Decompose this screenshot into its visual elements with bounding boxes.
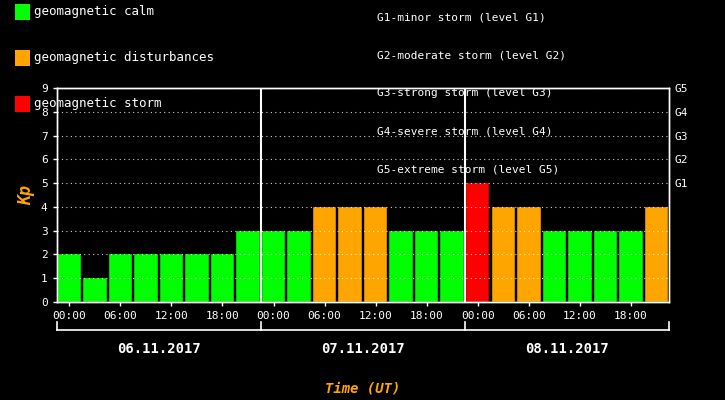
Text: 08.11.2017: 08.11.2017 bbox=[525, 342, 609, 356]
Bar bbox=[312, 207, 336, 302]
Bar bbox=[517, 207, 541, 302]
Text: G3-strong storm (level G3): G3-strong storm (level G3) bbox=[377, 88, 552, 98]
Bar bbox=[109, 254, 132, 302]
Bar bbox=[262, 231, 285, 302]
Bar bbox=[211, 254, 234, 302]
Bar bbox=[466, 183, 489, 302]
Bar bbox=[568, 231, 592, 302]
Text: G4-severe storm (level G4): G4-severe storm (level G4) bbox=[377, 126, 552, 136]
Text: G2-moderate storm (level G2): G2-moderate storm (level G2) bbox=[377, 50, 566, 60]
Bar bbox=[645, 207, 668, 302]
Text: 07.11.2017: 07.11.2017 bbox=[321, 342, 405, 356]
Text: G1-minor storm (level G1): G1-minor storm (level G1) bbox=[377, 12, 546, 22]
Text: geomagnetic disturbances: geomagnetic disturbances bbox=[34, 52, 214, 64]
Text: geomagnetic storm: geomagnetic storm bbox=[34, 98, 162, 110]
Bar bbox=[492, 207, 515, 302]
Bar bbox=[339, 207, 362, 302]
Bar bbox=[134, 254, 157, 302]
Bar bbox=[415, 231, 439, 302]
Text: G5-extreme storm (level G5): G5-extreme storm (level G5) bbox=[377, 164, 559, 174]
Text: 06.11.2017: 06.11.2017 bbox=[117, 342, 201, 356]
Bar bbox=[185, 254, 209, 302]
Bar bbox=[287, 231, 311, 302]
Text: Time (UT): Time (UT) bbox=[325, 382, 400, 396]
Bar bbox=[441, 231, 464, 302]
Bar bbox=[594, 231, 617, 302]
Bar bbox=[364, 207, 387, 302]
Bar bbox=[236, 231, 260, 302]
Y-axis label: Kp: Kp bbox=[17, 185, 36, 205]
Bar bbox=[83, 278, 107, 302]
Bar bbox=[389, 231, 413, 302]
Bar bbox=[542, 231, 566, 302]
Text: geomagnetic calm: geomagnetic calm bbox=[34, 6, 154, 18]
Bar bbox=[619, 231, 642, 302]
Bar bbox=[57, 254, 81, 302]
Bar bbox=[160, 254, 183, 302]
